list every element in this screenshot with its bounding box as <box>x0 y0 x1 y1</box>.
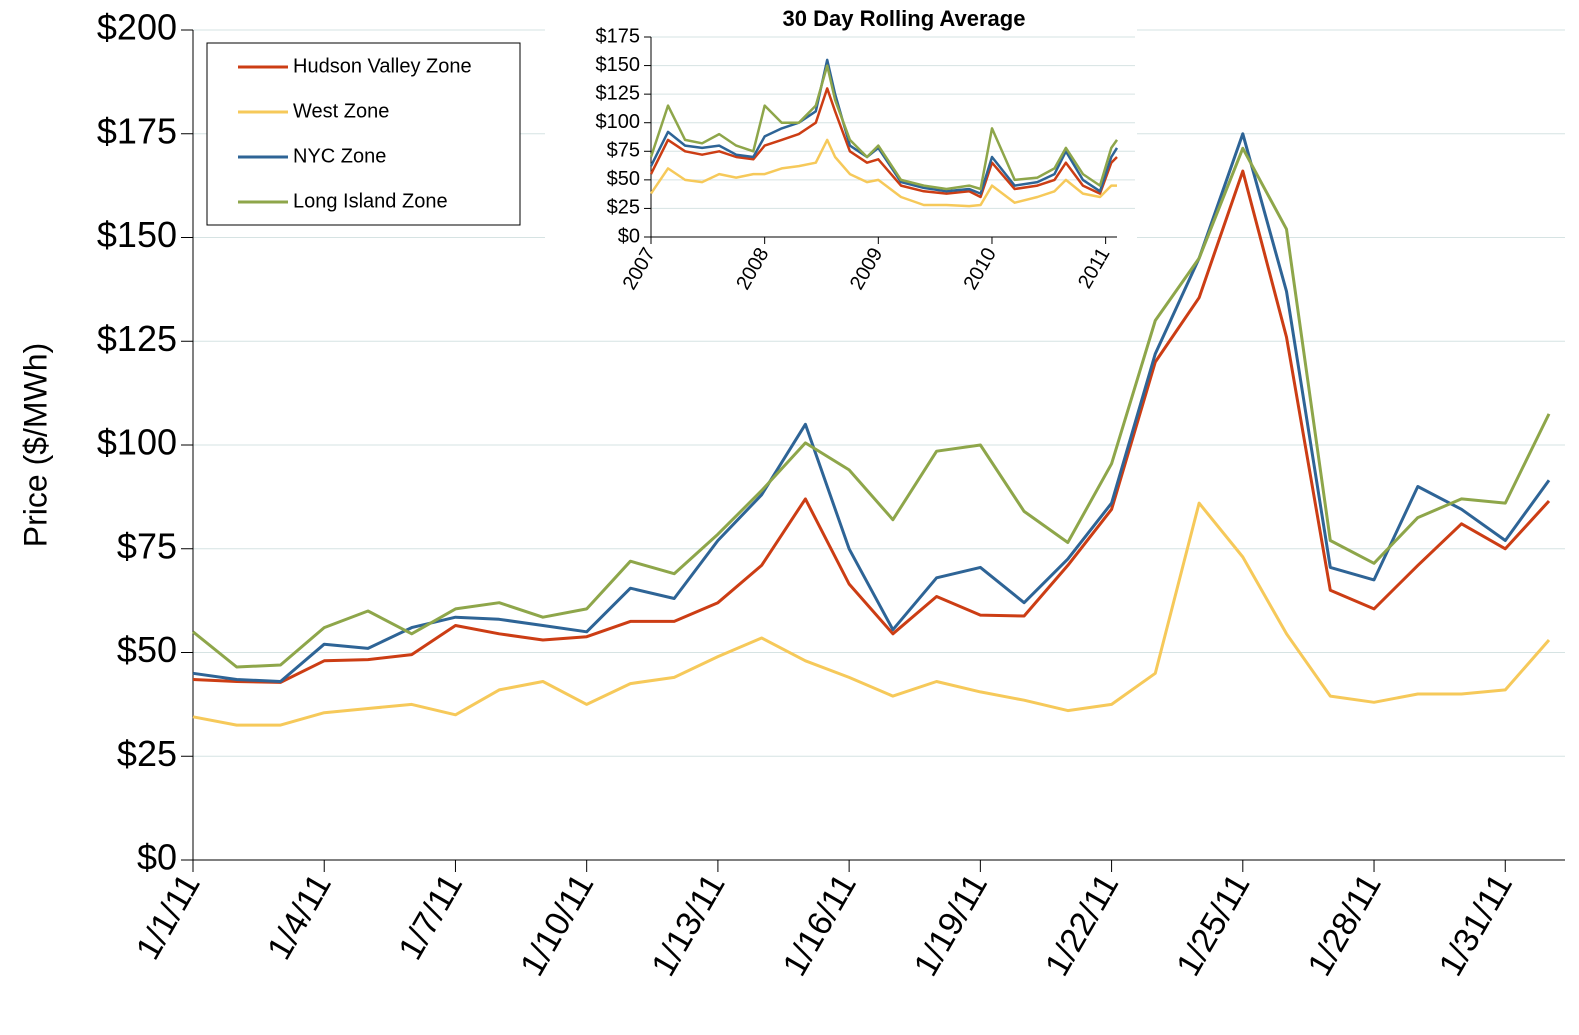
series-line <box>192 501 1551 727</box>
series-line <box>649 87 1118 199</box>
series-line <box>649 138 1117 208</box>
legend-label: West Zone <box>293 100 389 122</box>
legend-label: Hudson Valley Zone <box>293 55 472 77</box>
y-axis-label: Price ($/MWh) <box>17 343 53 547</box>
y-tick-label: $0 <box>618 225 640 247</box>
x-tick-label: 1/7/11 <box>391 867 470 966</box>
y-tick-label: $100 <box>97 422 177 463</box>
y-tick-label: $125 <box>596 82 641 104</box>
y-tick-label: $150 <box>596 54 641 76</box>
legend-label: Long Island Zone <box>293 190 448 212</box>
y-tick-label: $125 <box>97 318 177 359</box>
series-line <box>192 132 1551 683</box>
y-tick-label: $175 <box>596 25 641 47</box>
x-tick-label: 1/13/11 <box>644 867 732 982</box>
y-tick-label: $100 <box>596 111 641 133</box>
legend-box <box>206 42 521 226</box>
x-tick-label: 1/1/11 <box>129 867 208 966</box>
x-tick-label: 1/28/11 <box>1300 867 1388 982</box>
x-tick-label: 1/25/11 <box>1169 867 1257 982</box>
legend: Hudson Valley Zone West Zone NYC Zone Long … <box>206 42 521 226</box>
y-tick-label: $25 <box>607 197 640 219</box>
x-tick-label: 1/19/11 <box>907 867 995 982</box>
x-tick-label: 1/10/11 <box>513 867 601 982</box>
x-tick-label: 1/16/11 <box>775 867 863 982</box>
x-tick-label: 1/22/11 <box>1038 867 1126 982</box>
y-tick-label: $150 <box>97 214 177 255</box>
y-tick-label: $50 <box>607 168 640 190</box>
legend-label: NYC Zone <box>293 145 386 167</box>
x-tick-label: 1/4/11 <box>260 867 339 966</box>
y-tick-label: $200 <box>97 7 177 48</box>
y-tick-label: $25 <box>117 733 177 774</box>
y-tick-label: $175 <box>97 110 177 151</box>
x-tick-label: 1/31/11 <box>1432 867 1520 982</box>
y-tick-label: $75 <box>607 140 640 162</box>
y-tick-label: $75 <box>117 525 177 566</box>
y-tick-label: $0 <box>137 837 177 878</box>
series-line <box>192 146 1551 669</box>
chart-title: 30 Day Rolling Average <box>783 6 1026 31</box>
series-line <box>649 64 1119 191</box>
inset-background <box>545 0 1137 340</box>
y-tick-label: $50 <box>117 629 177 670</box>
series-line <box>192 169 1551 684</box>
